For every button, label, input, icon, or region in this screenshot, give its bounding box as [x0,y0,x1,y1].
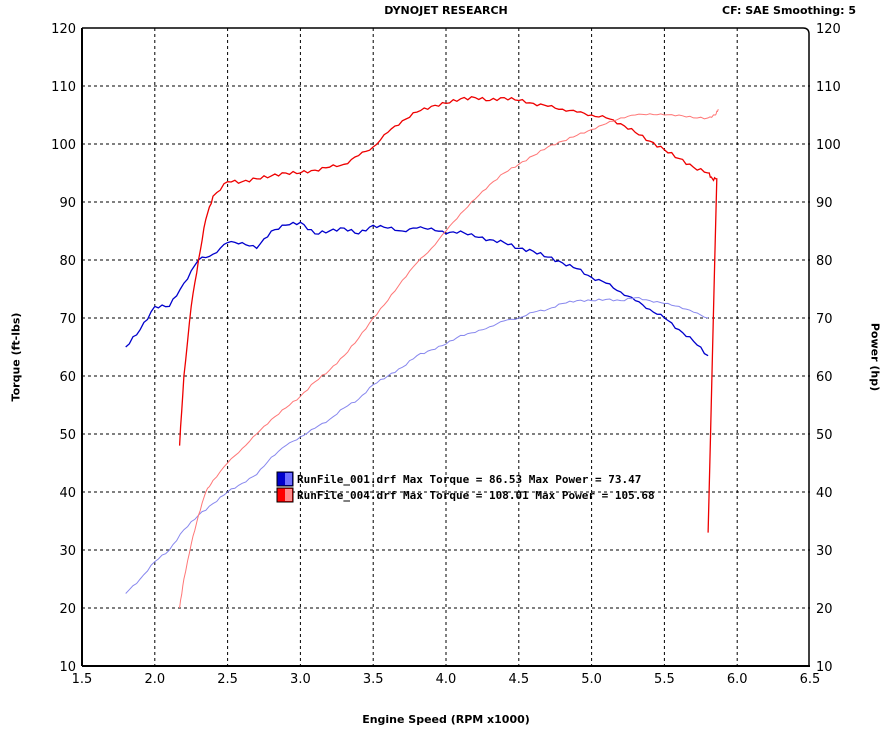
x-tick-label: 4.0 [436,672,457,687]
x-tick-label: 3.0 [290,672,311,687]
x-tick-label: 5.5 [654,672,675,687]
y-tick-label-left: 30 [59,544,76,559]
y-tick-label-left: 10 [59,660,76,675]
y-tick-label-right: 110 [816,80,841,95]
y-tick-label-left: 80 [59,254,76,269]
y-tick-label-right: 100 [816,138,841,153]
x-tick-label: 5.0 [581,672,602,687]
legend: RunFile_001.drf Max Torque = 86.53 Max P… [276,471,655,503]
x-tick-label: 6.0 [727,672,748,687]
x-tick-label: 6.5 [800,672,821,687]
y-tick-label-left: 90 [59,196,76,211]
x-tick-label: 1.5 [72,672,93,687]
y-tick-label-right: 50 [816,428,833,443]
x-tick-label: 4.5 [508,672,529,687]
run-001-power-line [125,296,709,594]
y-tick-label-left: 40 [59,486,76,501]
run-004-power-line [179,109,719,609]
x-axis-label: Engine Speed (RPM x1000) [362,713,530,726]
legend-item: RunFile_004.drf Max Torque = 108.01 Max … [276,487,655,503]
y-tick-label-left: 50 [59,428,76,443]
y-tick-label-left: 110 [51,80,76,95]
legend-item: RunFile_001.drf Max Torque = 86.53 Max P… [276,471,641,487]
y-tick-label-right: 80 [816,254,833,269]
chart-title: DYNOJET RESEARCH [384,4,508,17]
x-tick-label: 2.0 [144,672,165,687]
y-tick-label-left: 20 [59,602,76,617]
grid [82,28,810,666]
x-tick-label: 3.5 [363,672,384,687]
legend-label: RunFile_004.drf Max Torque = 108.01 Max … [297,489,655,502]
series-layer [125,95,719,609]
legend-swatch-highlight [285,489,292,501]
run-001-torque-line [125,221,709,357]
plot-frame-bevel [82,27,810,666]
y-tick-label-left: 120 [51,22,76,37]
y-tick-label-right: 20 [816,602,833,617]
run-004-torque-line [178,95,718,533]
x-tick-label: 2.5 [217,672,238,687]
y-tick-label-left: 100 [51,138,76,153]
legend-swatch-highlight [285,473,292,485]
legend-label: RunFile_001.drf Max Torque = 86.53 Max P… [297,473,641,486]
y-tick-label-left: 70 [59,312,76,327]
y-tick-label-right: 60 [816,370,833,385]
y-tick-label-right: 120 [816,22,841,37]
y-tick-label-right: 10 [816,660,833,675]
y-tick-label-right: 90 [816,196,833,211]
y-tick-label-right: 70 [816,312,833,327]
y-tick-label-left: 60 [59,370,76,385]
y-tick-label-right: 30 [816,544,833,559]
y-tick-label-right: 40 [816,486,833,501]
chart-settings-label: CF: SAE Smoothing: 5 [722,4,856,17]
